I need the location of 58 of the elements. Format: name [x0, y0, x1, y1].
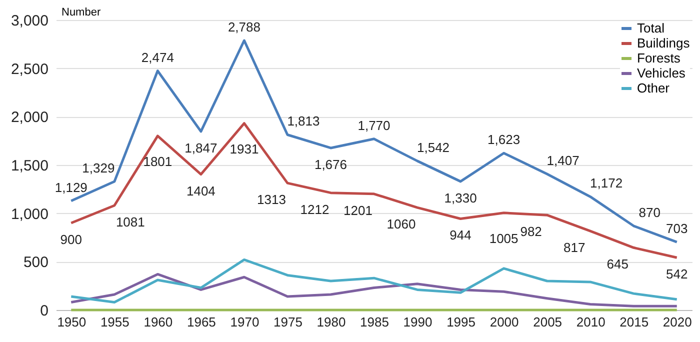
- x-tick-label: 2020: [662, 314, 692, 330]
- x-tick-label: 1990: [403, 314, 432, 330]
- data-label: 1801: [143, 154, 172, 169]
- data-label: 1,676: [314, 156, 348, 172]
- legend-label: Vehicles: [637, 66, 686, 80]
- y-tick-label: 1,500: [10, 158, 48, 174]
- data-label: 944: [450, 228, 472, 243]
- y-axis-title: Number: [62, 6, 101, 18]
- x-tick-label: 1965: [186, 314, 216, 330]
- y-tick-label: 500: [23, 254, 48, 272]
- data-label: 1,329: [82, 160, 115, 176]
- data-label: 542: [666, 266, 688, 282]
- y-tick-label: 3,000: [10, 12, 48, 30]
- data-label: 1,129: [54, 180, 88, 195]
- legend-label: Total: [637, 20, 665, 36]
- y-tick-label: 2,000: [10, 109, 48, 126]
- data-label: 2,474: [141, 50, 174, 65]
- data-label: 1,330: [444, 190, 477, 206]
- data-label: 870: [638, 204, 660, 220]
- data-label: 1212: [300, 202, 330, 217]
- data-label: 1060: [386, 216, 416, 232]
- x-tick-label: 2000: [490, 314, 519, 330]
- x-tick-label: 1970: [230, 314, 260, 330]
- data-label: 645: [606, 256, 628, 272]
- data-label: 2,788: [228, 19, 260, 34]
- legend-label: Other: [637, 80, 670, 96]
- data-label: 1081: [116, 214, 145, 230]
- data-label: 1931: [230, 141, 259, 156]
- data-label: 1,407: [546, 152, 580, 168]
- data-label: 1005: [489, 230, 518, 246]
- x-tick-label: 1950: [57, 314, 86, 330]
- data-label: 1,542: [416, 140, 450, 155]
- data-label: 1313: [257, 192, 286, 208]
- data-label: 982: [520, 224, 542, 240]
- data-label: 1,623: [488, 132, 520, 148]
- y-tick-label: 1,000: [10, 206, 48, 223]
- y-tick-label: 2,500: [10, 60, 48, 78]
- x-tick-label: 1975: [274, 314, 302, 330]
- x-tick-label: 2010: [576, 314, 606, 330]
- data-label: 1201: [344, 202, 372, 218]
- data-label: 817: [563, 240, 586, 256]
- data-label: 1,770: [358, 118, 390, 133]
- x-tick-label: 2005: [533, 314, 562, 330]
- x-tick-label: 1980: [316, 314, 346, 330]
- x-tick-label: 2015: [620, 314, 649, 330]
- data-label: 1,847: [184, 140, 218, 156]
- legend-label: Forests: [637, 50, 681, 66]
- x-tick-label: 1985: [360, 314, 389, 330]
- x-tick-label: 1995: [446, 314, 476, 330]
- data-label: 703: [666, 221, 688, 236]
- data-label: 1,813: [287, 114, 320, 129]
- data-label: 1,172: [590, 176, 623, 191]
- data-label: 900: [60, 232, 82, 247]
- legend-label: Buildings: [637, 36, 690, 50]
- x-tick-label: 1955: [100, 314, 130, 330]
- data-label: 1404: [186, 183, 216, 198]
- x-tick-label: 1960: [144, 314, 173, 330]
- y-tick-label: 0: [40, 302, 48, 320]
